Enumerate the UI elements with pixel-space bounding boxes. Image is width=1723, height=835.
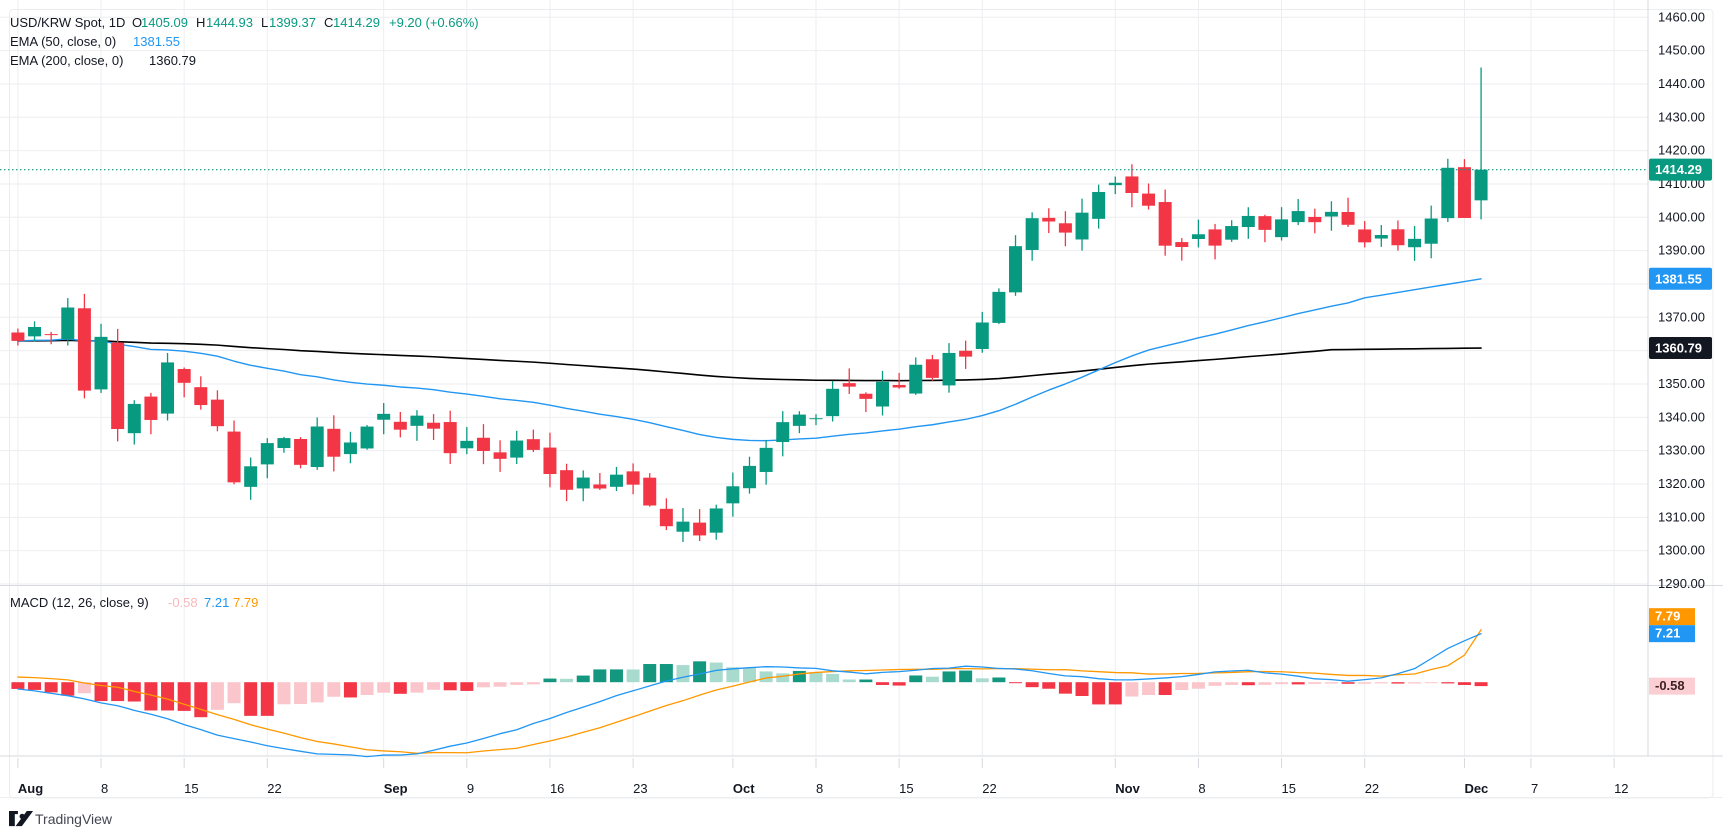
- svg-text:15: 15: [899, 781, 913, 796]
- svg-text:7.79: 7.79: [1655, 609, 1680, 624]
- svg-text:1290.00: 1290.00: [1658, 576, 1705, 591]
- svg-text:1430.00: 1430.00: [1658, 109, 1705, 124]
- svg-text:Oct: Oct: [733, 781, 755, 796]
- svg-text:Aug: Aug: [18, 781, 43, 796]
- svg-text:22: 22: [1365, 781, 1379, 796]
- svg-text:1340.00: 1340.00: [1658, 409, 1705, 424]
- svg-text:15: 15: [184, 781, 198, 796]
- svg-text:+9.20 (+0.66%): +9.20 (+0.66%): [389, 15, 479, 30]
- svg-text:1450.00: 1450.00: [1658, 43, 1705, 58]
- svg-text:9: 9: [467, 781, 474, 796]
- svg-text:1460.00: 1460.00: [1658, 9, 1705, 24]
- svg-text:22: 22: [982, 781, 996, 796]
- svg-text:EMA (50, close, 0): EMA (50, close, 0): [10, 34, 116, 49]
- svg-text:1300.00: 1300.00: [1658, 543, 1705, 558]
- svg-text:1405.09: 1405.09: [141, 15, 188, 30]
- svg-text:23: 23: [633, 781, 647, 796]
- svg-text:L: L: [261, 15, 268, 30]
- svg-text:22: 22: [267, 781, 281, 796]
- svg-text:Dec: Dec: [1464, 781, 1488, 796]
- svg-text:1320.00: 1320.00: [1658, 476, 1705, 491]
- svg-text:12: 12: [1614, 781, 1628, 796]
- svg-text:-0.58: -0.58: [168, 595, 198, 610]
- svg-text:7.21: 7.21: [1655, 626, 1680, 641]
- svg-text:H: H: [196, 15, 205, 30]
- svg-text:1420.00: 1420.00: [1658, 143, 1705, 158]
- svg-text:1400.00: 1400.00: [1658, 209, 1705, 224]
- svg-text:1414.29: 1414.29: [333, 15, 380, 30]
- svg-text:1414.29: 1414.29: [1655, 162, 1702, 177]
- svg-text:Sep: Sep: [384, 781, 408, 796]
- svg-text:MACD (12, 26, close, 9): MACD (12, 26, close, 9): [10, 595, 149, 610]
- svg-text:1360.79: 1360.79: [149, 53, 196, 68]
- svg-text:1390.00: 1390.00: [1658, 243, 1705, 258]
- svg-text:15: 15: [1282, 781, 1296, 796]
- svg-text:1444.93: 1444.93: [206, 15, 253, 30]
- svg-text:1381.55: 1381.55: [1655, 271, 1702, 286]
- svg-text:8: 8: [1198, 781, 1205, 796]
- svg-text:C: C: [324, 15, 333, 30]
- svg-text:USD/KRW Spot, 1D: USD/KRW Spot, 1D: [10, 15, 125, 30]
- svg-text:1399.37: 1399.37: [269, 15, 316, 30]
- svg-text:1350.00: 1350.00: [1658, 376, 1705, 391]
- svg-text:1330.00: 1330.00: [1658, 443, 1705, 458]
- svg-text:TradingView: TradingView: [35, 811, 113, 827]
- svg-text:8: 8: [816, 781, 823, 796]
- svg-text:-0.58: -0.58: [1655, 678, 1685, 693]
- svg-text:16: 16: [550, 781, 564, 796]
- svg-text:1370.00: 1370.00: [1658, 309, 1705, 324]
- svg-text:7.21: 7.21: [204, 595, 229, 610]
- svg-text:1440.00: 1440.00: [1658, 76, 1705, 91]
- svg-text:1360.79: 1360.79: [1655, 341, 1702, 356]
- svg-text:7.79: 7.79: [233, 595, 258, 610]
- svg-text:7: 7: [1531, 781, 1538, 796]
- svg-text:Nov: Nov: [1115, 781, 1140, 796]
- svg-text:EMA (200, close, 0): EMA (200, close, 0): [10, 53, 123, 68]
- svg-text:8: 8: [101, 781, 108, 796]
- svg-text:1310.00: 1310.00: [1658, 509, 1705, 524]
- svg-text:1381.55: 1381.55: [133, 34, 180, 49]
